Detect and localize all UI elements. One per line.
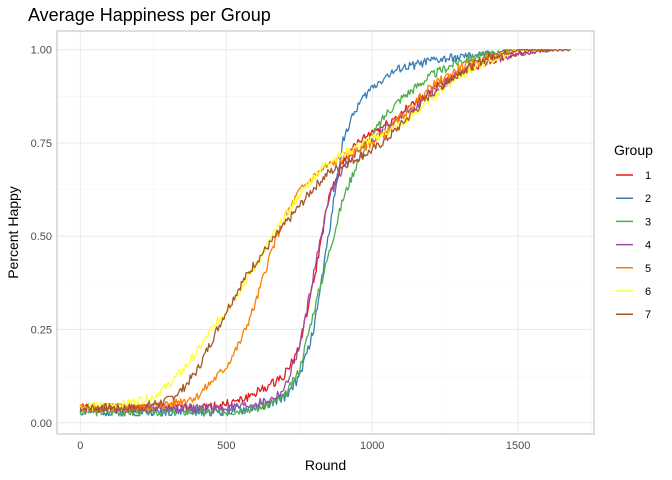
series-line-group-4 (79, 49, 554, 413)
legend-label: 5 (645, 263, 651, 275)
series-line-group-1 (79, 49, 554, 413)
series-line-group-5 (79, 49, 554, 413)
legend-item-group-5: 5 (616, 263, 651, 275)
legend-label: 2 (645, 193, 651, 205)
y-tick-label: 0.25 (31, 325, 52, 337)
legend-item-group-6: 6 (616, 286, 651, 298)
legend-item-group-1: 1 (616, 170, 651, 182)
legend-item-group-3: 3 (616, 216, 651, 228)
series-line-group-2 (79, 49, 554, 417)
axis-tick-labels: 0 500 1000 1500 0.00 0.25 0.50 0.75 1.00 (31, 45, 531, 452)
legend-item-group-4: 4 (616, 240, 651, 252)
y-tick-label: 0.50 (31, 231, 52, 243)
legend-label: 1 (645, 170, 651, 182)
x-tick-label: 0 (77, 440, 83, 452)
y-axis-title: Percent Happy (5, 186, 21, 279)
y-tick-label: 0.75 (31, 138, 52, 150)
grid-lines (57, 31, 594, 434)
legend-label: 4 (645, 240, 651, 252)
series-line-group-3 (79, 49, 554, 417)
legend-item-group-2: 2 (616, 193, 651, 205)
y-tick-label: 1.00 (31, 45, 52, 57)
series-line-group-6 (79, 49, 554, 413)
x-tick-label: 500 (217, 440, 235, 452)
chart-title: Average Happiness per Group (28, 5, 271, 25)
legend-label: 3 (645, 216, 651, 228)
y-tick-label: 0.00 (31, 418, 52, 430)
x-tick-label: 1500 (506, 440, 530, 452)
plot-panel-border (56, 30, 595, 435)
legend-item-group-7: 7 (616, 309, 651, 321)
legend-title: Group (614, 142, 653, 158)
legend-label: 6 (645, 286, 651, 298)
series-lines (79, 49, 571, 417)
legend: Group 1 2 3 4 5 6 7 (614, 142, 653, 321)
series-line-group-7 (79, 49, 571, 413)
legend-label: 7 (645, 309, 651, 321)
x-tick-label: 1000 (360, 440, 384, 452)
x-axis-title: Round (305, 457, 346, 473)
